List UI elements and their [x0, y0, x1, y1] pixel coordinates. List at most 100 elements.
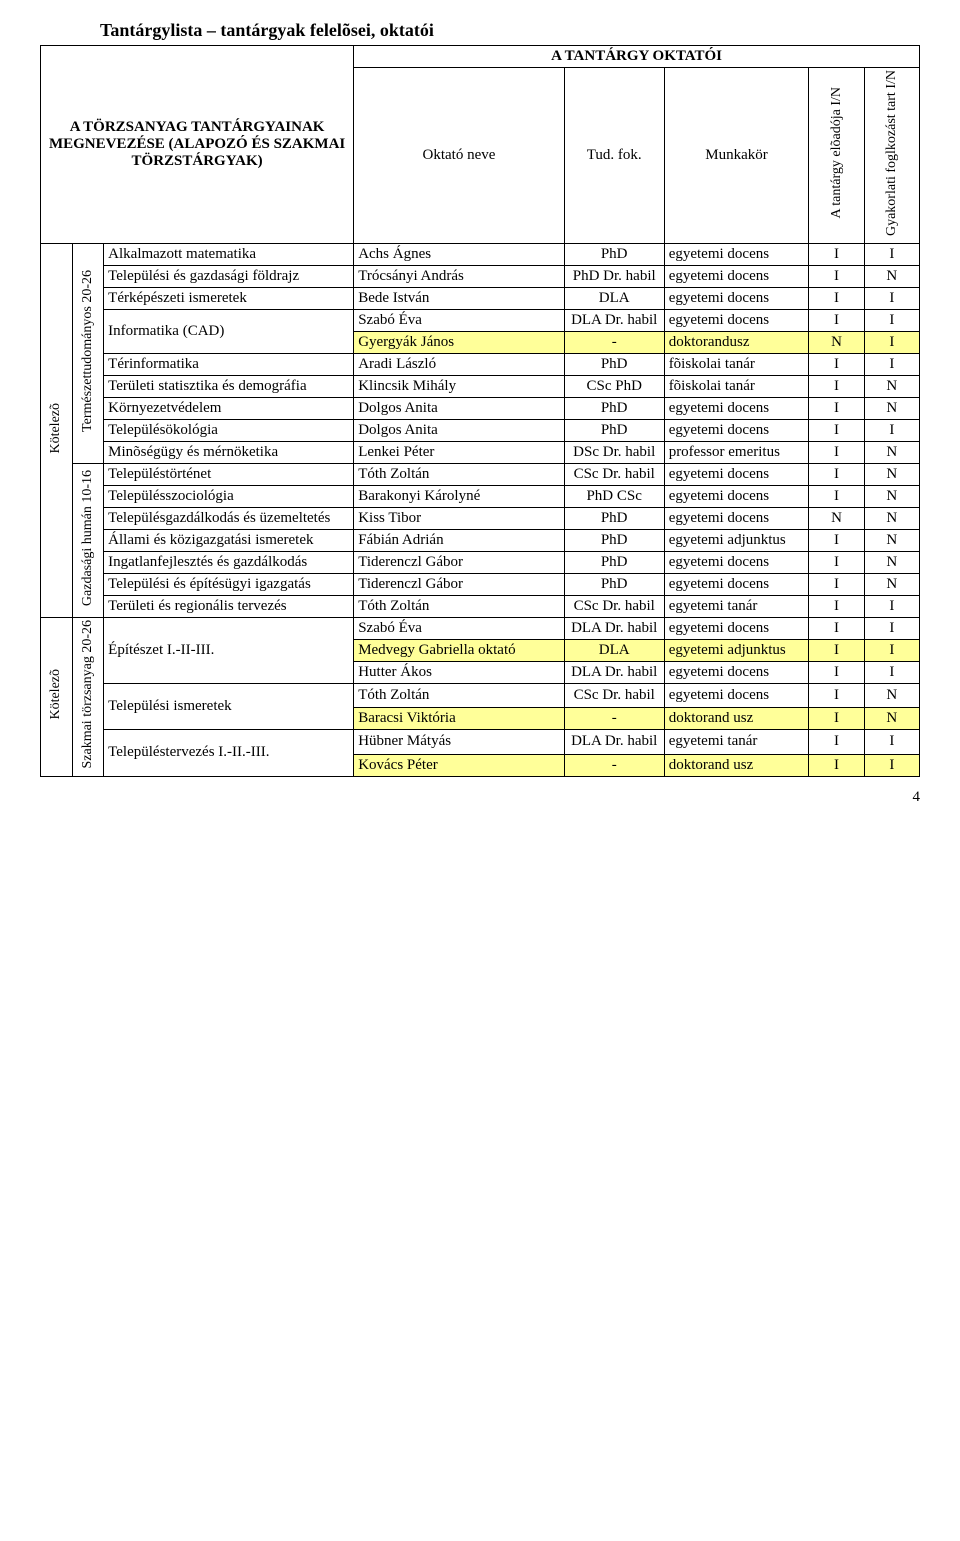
flag2-cell: I [864, 354, 919, 376]
flag1-cell: N [809, 332, 864, 354]
name-cell: Bede István [354, 288, 565, 310]
table-row: Minõségügy és mérnöketika Lenkei Péter D… [41, 442, 920, 464]
pos-cell: professor emeritus [664, 442, 809, 464]
degree-cell: PhD [564, 398, 664, 420]
degree-cell: DLA Dr. habil [564, 618, 664, 640]
subject-cell: Térképészeti ismeretek [104, 288, 354, 310]
flag2-cell: I [864, 754, 919, 776]
degree-cell: DLA [564, 288, 664, 310]
table-row: Kötelezõ Szakmai törzsanyag 20-26 Építés… [41, 618, 920, 640]
header-flag2: Gyakorlati foglkozást tart I/N [864, 68, 919, 244]
name-cell: Szabó Éva [354, 618, 565, 640]
degree-cell: PhD [564, 420, 664, 442]
table-row: Területi és regionális tervezés Tóth Zol… [41, 596, 920, 618]
pos-cell: egyetemi docens [664, 552, 809, 574]
subject-cell: Ingatlanfejlesztés és gazdálkodás [104, 552, 354, 574]
table-row: Területi statisztika és demográfia Klinc… [41, 376, 920, 398]
degree-cell: DLA Dr. habil [564, 662, 664, 684]
flag2-cell: I [864, 310, 919, 332]
table-row: Településökológia Dolgos Anita PhD egyet… [41, 420, 920, 442]
name-cell: Tóth Zoltán [354, 596, 565, 618]
degree-cell: PhD [564, 354, 664, 376]
subject-cell: Térinformatika [104, 354, 354, 376]
flag2-cell: N [864, 464, 919, 486]
flag1-cell: N [809, 508, 864, 530]
degree-cell: PhD CSc [564, 486, 664, 508]
pos-cell: egyetemi docens [664, 310, 809, 332]
flag2-cell: N [864, 266, 919, 288]
flag1-cell: I [809, 684, 864, 708]
subject-cell: Településtervezés I.-II.-III. [104, 730, 354, 776]
name-cell: Szabó Éva [354, 310, 565, 332]
degree-cell: PhD [564, 244, 664, 266]
flag2-cell: N [864, 552, 919, 574]
name-cell: Kiss Tibor [354, 508, 565, 530]
table-row: Településtervezés I.-II.-III. Hübner Mát… [41, 730, 920, 754]
header-subject: A TÖRZSANYAG TANTÁRGYAINAK MEGNEVEZÉSE (… [41, 46, 354, 244]
flag1-cell: I [809, 464, 864, 486]
name-cell: Tóth Zoltán [354, 684, 565, 708]
flag2-cell: N [864, 486, 919, 508]
flag2-cell: I [864, 420, 919, 442]
name-cell: Dolgos Anita [354, 398, 565, 420]
flag2-cell: N [864, 442, 919, 464]
flag1-cell: I [809, 730, 864, 754]
subject-cell: Állami és közigazgatási ismeretek [104, 530, 354, 552]
name-cell: Klincsik Mihály [354, 376, 565, 398]
pos-cell: egyetemi tanár [664, 596, 809, 618]
degree-cell: DLA Dr. habil [564, 730, 664, 754]
subject-cell: Területi és regionális tervezés [104, 596, 354, 618]
group-label: Gazdasági humán 10-16 [72, 464, 104, 618]
flag1-cell: I [809, 442, 864, 464]
pos-cell: doktorand usz [664, 708, 809, 730]
name-cell: Gyergyák János [354, 332, 565, 354]
subject-cell: Települési ismeretek [104, 684, 354, 730]
pos-cell: egyetemi docens [664, 288, 809, 310]
flag2-cell: I [864, 288, 919, 310]
table-row: Települési ismeretek Tóth Zoltán CSc Dr.… [41, 684, 920, 708]
table-row: Gazdasági humán 10-16 Településtörténet … [41, 464, 920, 486]
pos-cell: egyetemi docens [664, 508, 809, 530]
header-degree: Tud. fok. [564, 68, 664, 244]
degree-cell: DSc Dr. habil [564, 442, 664, 464]
course-table: A TÖRZSANYAG TANTÁRGYAINAK MEGNEVEZÉSE (… [40, 45, 920, 777]
degree-cell: - [564, 754, 664, 776]
name-cell: Achs Ágnes [354, 244, 565, 266]
degree-cell: DLA [564, 640, 664, 662]
degree-cell: PhD [564, 574, 664, 596]
degree-cell: CSc Dr. habil [564, 464, 664, 486]
degree-cell: DLA Dr. habil [564, 310, 664, 332]
subject-cell: Informatika (CAD) [104, 310, 354, 354]
name-cell: Tiderenczl Gábor [354, 552, 565, 574]
subject-cell: Településtörténet [104, 464, 354, 486]
degree-cell: - [564, 708, 664, 730]
pos-cell: egyetemi docens [664, 244, 809, 266]
pos-cell: egyetemi docens [664, 662, 809, 684]
table-row: Környezetvédelem Dolgos Anita PhD egyete… [41, 398, 920, 420]
flag1-cell: I [809, 376, 864, 398]
degree-cell: CSc Dr. habil [564, 684, 664, 708]
page-title: Tantárgylista – tantárgyak felelõsei, ok… [40, 20, 920, 41]
header-super: A TANTÁRGY OKTATÓI [354, 46, 920, 68]
flag2-cell: N [864, 376, 919, 398]
pos-cell: doktorandusz [664, 332, 809, 354]
pos-cell: egyetemi tanár [664, 730, 809, 754]
flag1-cell: I [809, 310, 864, 332]
name-cell: Kovács Péter [354, 754, 565, 776]
pos-cell: egyetemi docens [664, 420, 809, 442]
flag1-cell: I [809, 596, 864, 618]
pos-cell: egyetemi docens [664, 618, 809, 640]
flag1-cell: I [809, 398, 864, 420]
flag1-cell: I [809, 618, 864, 640]
flag1-cell: I [809, 574, 864, 596]
page-number: 4 [40, 789, 920, 806]
flag1-cell: I [809, 486, 864, 508]
pos-cell: fõiskolai tanár [664, 376, 809, 398]
subject-cell: Minõségügy és mérnöketika [104, 442, 354, 464]
header-name: Oktató neve [354, 68, 565, 244]
name-cell: Hutter Ákos [354, 662, 565, 684]
flag1-cell: I [809, 354, 864, 376]
subject-cell: Területi statisztika és demográfia [104, 376, 354, 398]
table-header-row: A TÖRZSANYAG TANTÁRGYAINAK MEGNEVEZÉSE (… [41, 46, 920, 68]
name-cell: Dolgos Anita [354, 420, 565, 442]
